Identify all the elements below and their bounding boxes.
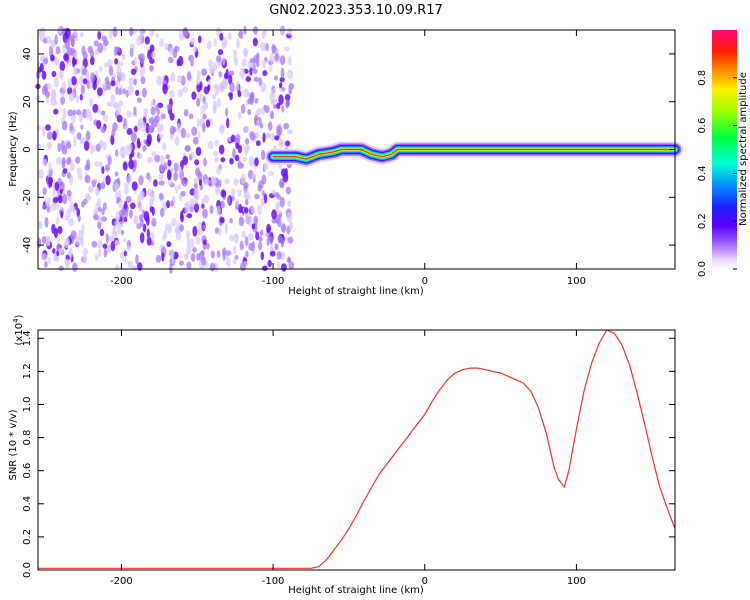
- noise-region: [35, 25, 295, 274]
- spectrogram-x-tick-label: 100: [567, 276, 586, 287]
- signal-ridge-layer-6: [272, 148, 676, 160]
- spectrogram-x-tick-label: 0: [422, 276, 428, 287]
- snr-series-line: [38, 329, 676, 569]
- snr-y-multiplier-text: (x10: [14, 323, 25, 346]
- snr-x-label: Height of straight line (km): [288, 585, 424, 596]
- snr-plot-area: [38, 329, 676, 569]
- snr-y-tick-label: 0.8: [22, 430, 33, 446]
- spectrogram-y-tick-label: -40: [22, 237, 33, 253]
- spectrogram-y-tick-label: 0: [22, 146, 33, 152]
- snr-x-tick-label: -100: [262, 576, 285, 587]
- colorbar-ticks: 0.0 0.2 0.4 0.6 0.8: [697, 70, 737, 277]
- snr-y-multiplier-exp: 4: [12, 318, 20, 323]
- colorbar-tick-label: 0.6: [697, 118, 708, 134]
- snr-y-tick-label: 0.0: [22, 562, 33, 578]
- colorbar-tick-label: 0.4: [697, 165, 708, 181]
- colorbar: 0.0 0.2 0.4 0.6 0.8 Normalized spectral ampl…: [697, 30, 749, 277]
- spectrogram-plot-area: [35, 25, 683, 274]
- signal-ridge: [265, 141, 683, 168]
- colorbar-label: Normalized spectral amplitude: [738, 72, 749, 226]
- spectrogram-x-tick-label: -100: [262, 276, 285, 287]
- colorbar-tick-label: 0.0: [697, 261, 708, 277]
- spectrogram-y-tick-label: 40: [22, 48, 33, 61]
- colorbar-gradient: [712, 30, 737, 269]
- colorbar-tick-label: 0.2: [697, 213, 708, 229]
- snr-y-tick-label: 0.4: [22, 496, 33, 512]
- snr-x-tick-label: 0: [422, 576, 428, 587]
- snr-frame: [37, 329, 676, 571]
- snr-y-tick-label: 0.2: [22, 529, 33, 545]
- spectrogram-x-tick-label: -200: [110, 276, 133, 287]
- spectrogram-y-label: Frequency (Hz): [8, 111, 19, 187]
- svg-text:(x104): (x104): [12, 314, 25, 345]
- snr-y-tick-label: 1.0: [22, 397, 33, 413]
- snr-axes: -200 -100 0 100 0.0 0.2 0.4 0.6 0.8 1.0 1.2 1.4: [22, 330, 675, 587]
- spectrogram-y-tick-label: -20: [22, 189, 33, 205]
- snr-x-tick-label: -200: [110, 576, 133, 587]
- snr-y-tick-label: 1.2: [22, 363, 33, 379]
- snr-y-tick-label: 1.4: [22, 330, 33, 346]
- snr-x-tick-label: 100: [567, 576, 586, 587]
- spectrogram-x-label: Height of straight line (km): [288, 286, 424, 297]
- spectrogram-y-tick-label: 20: [22, 95, 33, 108]
- figure-title: GN02.2023.353.10.09.R17: [269, 3, 443, 18]
- colorbar-tick-label: 0.8: [697, 70, 708, 86]
- snr-panel: -200 -100 0 100 0.0 0.2 0.4 0.6 0.8 1.0 1.2 1.4 Hei…: [8, 314, 676, 596]
- snr-y-tick-label: 0.6: [22, 463, 33, 479]
- snr-y-label: SNR (10 * v/v): [8, 409, 19, 480]
- snr-y-multiplier: (x104): [12, 314, 25, 345]
